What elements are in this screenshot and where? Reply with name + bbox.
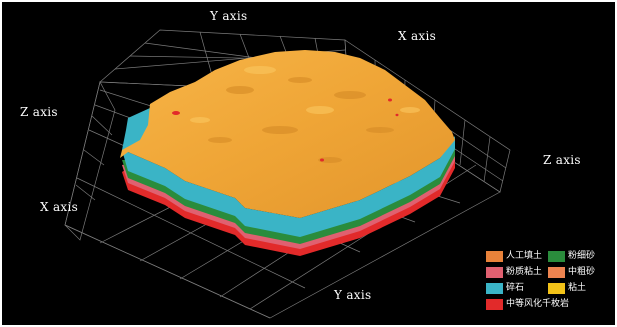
- surface-highlights: [190, 66, 420, 123]
- legend-item: 人工填土: [486, 249, 542, 263]
- layer-moderately-weathered-phyllite: [122, 150, 455, 256]
- y-axis-label-top: Y axis: [210, 9, 248, 23]
- legend-item: 中粗砂: [548, 265, 595, 279]
- x-axis-label-left: X axis: [40, 200, 79, 214]
- geology-model[interactable]: [120, 50, 455, 256]
- layer-surface: [120, 50, 455, 218]
- z-axis-label-left: Z axis: [20, 105, 58, 119]
- legend-swatch: [548, 266, 565, 278]
- legend-label: 人工填土: [506, 250, 543, 261]
- legend-swatch: [486, 250, 503, 262]
- surface-texture: [208, 77, 394, 163]
- legend-label: 粉细砂: [568, 250, 596, 261]
- legend-label: 粉质粘土: [506, 266, 543, 277]
- z-axis-label-right: Z axis: [543, 153, 581, 167]
- legend-label: 中等风化千枚岩: [506, 298, 570, 309]
- legend-swatch: [548, 282, 565, 294]
- legend-swatch: [486, 298, 503, 310]
- legend-item: 粘土: [548, 281, 586, 295]
- legend-item: 碎石: [486, 281, 524, 295]
- x-axis-label-top-right: X axis: [398, 29, 437, 43]
- legend-item: 粉质粘土: [486, 265, 542, 279]
- legend-label: 中粗砂: [568, 266, 596, 277]
- legend-swatch: [486, 266, 503, 278]
- layer-gravel: [122, 136, 455, 237]
- legend-label: 碎石: [506, 282, 525, 293]
- legend-item: 粉细砂: [548, 249, 595, 263]
- legend-label: 粘土: [568, 282, 587, 293]
- legend: 人工填土 粉细砂 粉质粘土 中粗砂 碎石 粘土 中等风化千枚岩: [486, 249, 610, 311]
- legend-swatch: [548, 250, 565, 262]
- left-wall: [64, 81, 116, 241]
- legend-item: 中等风化千枚岩: [486, 297, 569, 311]
- layer-fine-sand: [122, 142, 455, 244]
- surface-outcrops: [172, 98, 399, 162]
- layer-silty-clay: [122, 146, 455, 249]
- y-axis-label-bottom: Y axis: [334, 288, 372, 302]
- legend-swatch: [486, 282, 503, 294]
